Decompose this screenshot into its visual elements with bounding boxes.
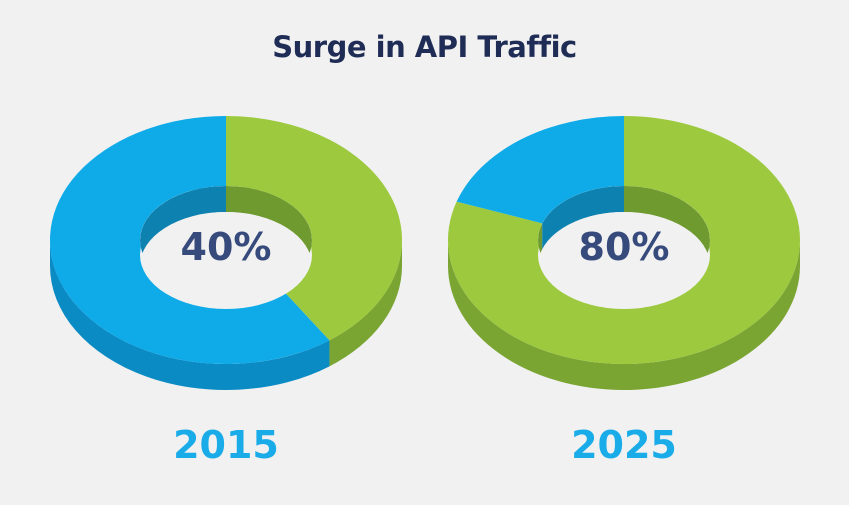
- slice-side-other: [50, 240, 330, 390]
- slice-api: [226, 116, 403, 341]
- slice-inner-wall-api: [226, 186, 312, 266]
- year-label: 2015: [173, 423, 279, 467]
- donut-chart-2025: 80% 2025: [447, 116, 800, 467]
- chart-title: Surge in API Traffic: [272, 30, 577, 64]
- year-label: 2025: [571, 423, 677, 467]
- center-percentage-label: 40%: [181, 225, 272, 269]
- donut-chart-2015: 40% 2015: [49, 116, 403, 467]
- slice-inner-wall-api: [624, 186, 710, 266]
- slice-inner-wall-other: [542, 186, 624, 250]
- slice-other: [456, 116, 624, 224]
- slice-api: [447, 116, 800, 364]
- slice-side-api: [329, 240, 402, 367]
- slice-inner-wall-other: [140, 186, 226, 266]
- center-percentage-label: 80%: [579, 225, 670, 269]
- slice-side-api: [448, 240, 800, 390]
